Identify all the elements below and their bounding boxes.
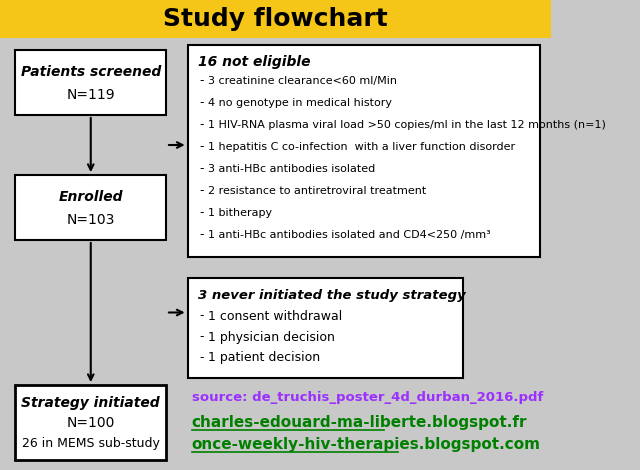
- Text: Enrolled: Enrolled: [58, 190, 123, 204]
- Text: 3 never initiated the study strategy: 3 never initiated the study strategy: [198, 289, 466, 301]
- FancyBboxPatch shape: [15, 50, 166, 115]
- Text: -: -: [200, 206, 204, 219]
- Text: -: -: [200, 96, 204, 110]
- FancyBboxPatch shape: [188, 45, 540, 257]
- Text: 1 hepatitis C co-infection  with a liver function disorder: 1 hepatitis C co-infection with a liver …: [208, 142, 515, 152]
- Text: -: -: [200, 352, 204, 365]
- Text: -: -: [200, 118, 204, 132]
- FancyBboxPatch shape: [15, 385, 166, 460]
- Text: 1 consent withdrawal: 1 consent withdrawal: [208, 310, 342, 322]
- Text: once-weekly-hiv-therapies.blogspot.com: once-weekly-hiv-therapies.blogspot.com: [192, 438, 541, 453]
- Text: -: -: [200, 228, 204, 242]
- Text: Study flowchart: Study flowchart: [163, 7, 388, 31]
- Text: 1 physician decision: 1 physician decision: [208, 330, 335, 344]
- Text: N=119: N=119: [67, 88, 115, 102]
- Text: -: -: [200, 185, 204, 197]
- Text: 3 creatinine clearance<60 ml/Min: 3 creatinine clearance<60 ml/Min: [208, 76, 397, 86]
- Text: 16 not eligible: 16 not eligible: [198, 55, 310, 69]
- FancyBboxPatch shape: [188, 278, 463, 378]
- Text: source: de_truchis_poster_4d_durban_2016.pdf: source: de_truchis_poster_4d_durban_2016…: [192, 391, 543, 404]
- Text: charles-edouard-ma-liberte.blogspot.fr: charles-edouard-ma-liberte.blogspot.fr: [192, 415, 527, 431]
- FancyBboxPatch shape: [0, 0, 550, 38]
- Text: N=100: N=100: [67, 416, 115, 430]
- Text: 1 anti-HBc antibodies isolated and CD4<250 /mm³: 1 anti-HBc antibodies isolated and CD4<2…: [208, 230, 491, 240]
- Text: -: -: [200, 330, 204, 344]
- Text: 4 no genotype in medical history: 4 no genotype in medical history: [208, 98, 392, 108]
- Text: 26 in MEMS sub-study: 26 in MEMS sub-study: [22, 437, 160, 449]
- Text: -: -: [200, 141, 204, 154]
- Text: -: -: [200, 163, 204, 175]
- FancyBboxPatch shape: [15, 175, 166, 240]
- Text: Patients screened: Patients screened: [20, 65, 161, 79]
- Text: 1 patient decision: 1 patient decision: [208, 352, 320, 365]
- Text: -: -: [200, 310, 204, 322]
- Text: Strategy initiated: Strategy initiated: [22, 396, 160, 410]
- Text: -: -: [200, 75, 204, 87]
- Text: 3 anti-HBc antibodies isolated: 3 anti-HBc antibodies isolated: [208, 164, 376, 174]
- Text: 1 bitherapy: 1 bitherapy: [208, 208, 272, 218]
- Text: 1 HIV-RNA plasma viral load >50 copies/ml in the last 12 months (n=1): 1 HIV-RNA plasma viral load >50 copies/m…: [208, 120, 606, 130]
- Text: N=103: N=103: [67, 213, 115, 227]
- Text: 2 resistance to antiretroviral treatment: 2 resistance to antiretroviral treatment: [208, 186, 426, 196]
